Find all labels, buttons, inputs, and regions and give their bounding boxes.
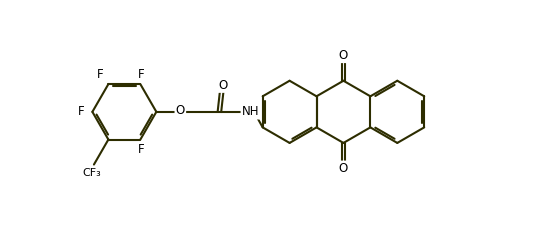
Text: F: F bbox=[138, 143, 144, 156]
Text: F: F bbox=[97, 68, 104, 81]
Text: CF₃: CF₃ bbox=[82, 168, 101, 178]
Text: NH: NH bbox=[242, 105, 259, 118]
Text: O: O bbox=[218, 79, 227, 92]
Text: O: O bbox=[339, 162, 348, 175]
Text: F: F bbox=[78, 105, 85, 118]
Text: O: O bbox=[176, 105, 185, 118]
Text: F: F bbox=[138, 68, 144, 81]
Text: O: O bbox=[339, 49, 348, 62]
